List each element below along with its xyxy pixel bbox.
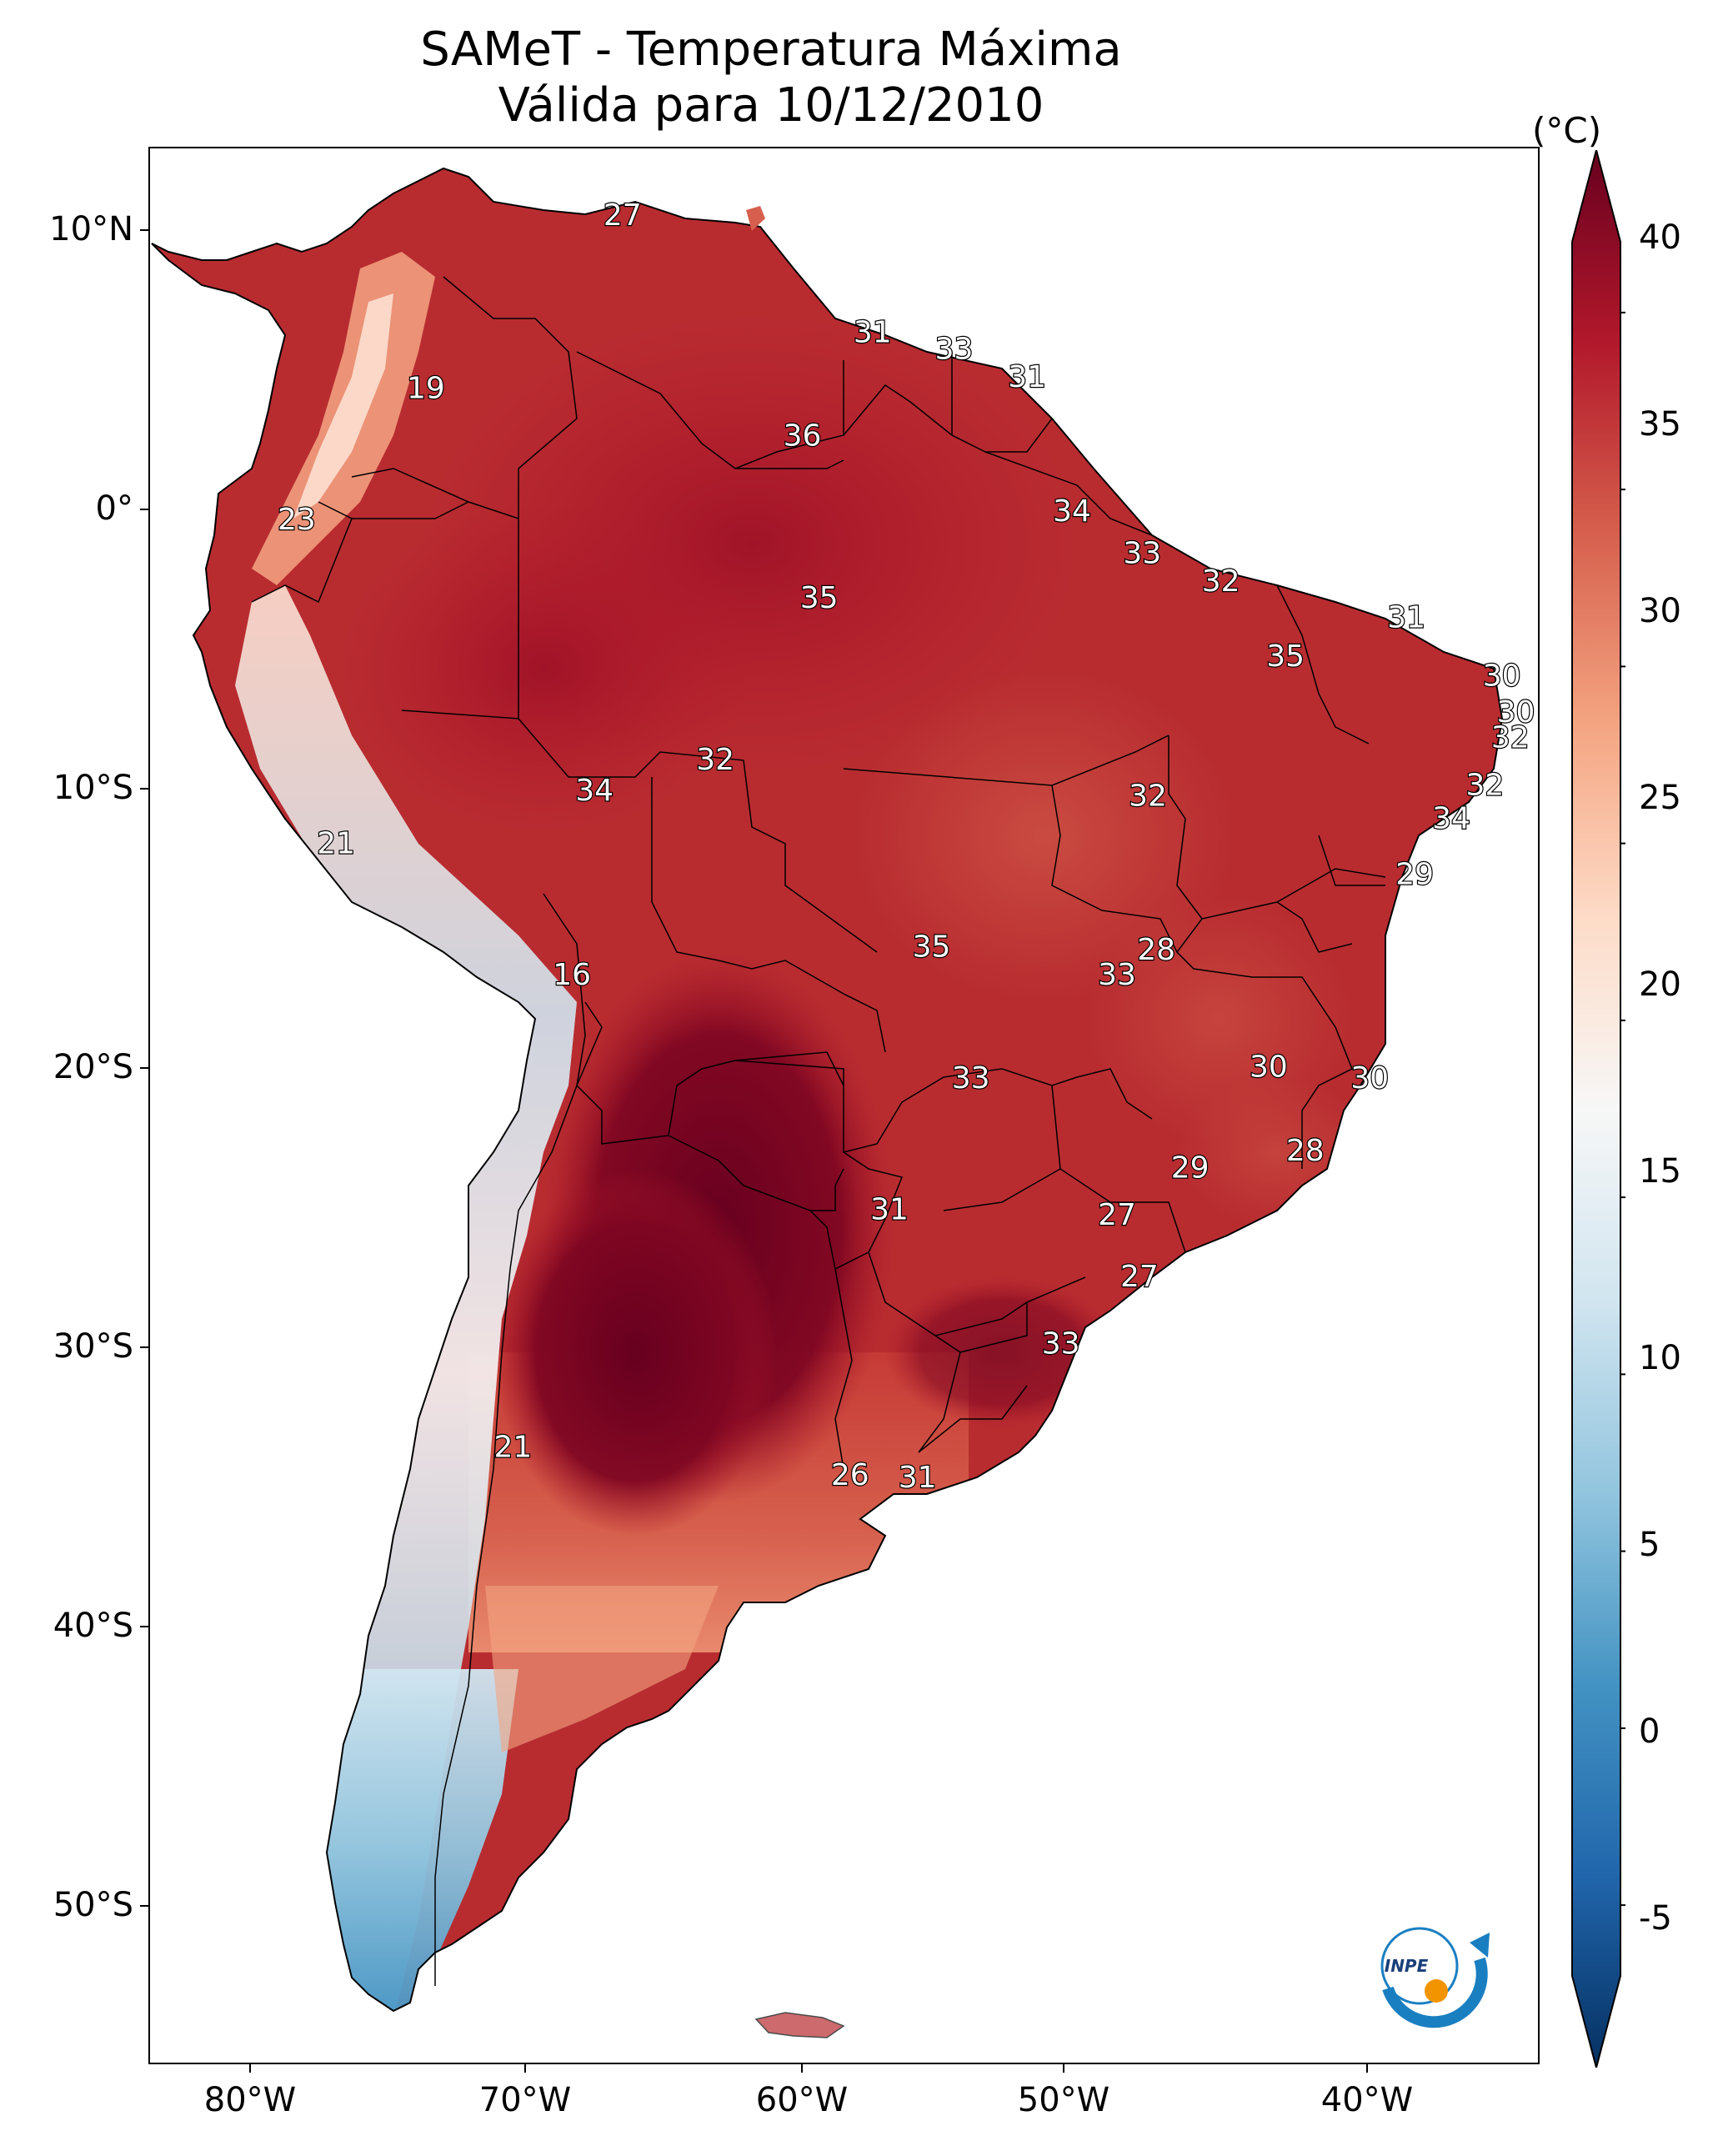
country-borders: [251, 276, 1386, 1986]
coastline: [151, 167, 1504, 2013]
tick-mark: [140, 1626, 148, 1627]
lat-tick-0: 0°: [95, 489, 133, 528]
tick-mark: [140, 509, 148, 510]
isotherm-label: 32: [1491, 720, 1530, 755]
isotherm-label: 32: [696, 743, 734, 777]
map-panel: 27 19 31 33 31 36 23 34 33 35 32 31 35 30 30 32 32 32 34 32…: [148, 147, 1540, 2064]
lat-tick-40s: 40°S: [53, 1607, 133, 1645]
colorbar-label: 20: [1639, 965, 1681, 1004]
tick-mark: [1063, 2064, 1064, 2073]
tick-mark: [140, 1905, 148, 1907]
isotherm-label: 31: [1008, 360, 1046, 394]
isotherm-label: 33: [1123, 536, 1161, 570]
isotherm-label: 33: [1098, 958, 1136, 992]
isotherm-label: 32: [1465, 768, 1504, 802]
isotherm-label: 35: [913, 930, 951, 965]
colorbar-gradient: [1571, 150, 1621, 2068]
svg-text:INPE: INPE: [1385, 1956, 1429, 1976]
isotherm-label: 27: [1098, 1198, 1136, 1232]
lat-tick-50s: 50°S: [53, 1886, 133, 1924]
isotherm-label: 30: [1250, 1050, 1288, 1085]
logo-sun: [1425, 1979, 1448, 2003]
lat-tick-30s: 30°S: [53, 1327, 133, 1366]
isotherm-label: 32: [1202, 564, 1240, 599]
isotherm-label: 30: [1497, 695, 1535, 730]
isotherm-label: 30: [1483, 659, 1521, 694]
colorbar-label: 40: [1639, 218, 1681, 257]
isotherm-label: 21: [493, 1430, 532, 1464]
isotherm-label: 29: [1395, 858, 1434, 892]
isotherm-label: 27: [1120, 1260, 1159, 1294]
isotherm-label: 31: [870, 1193, 909, 1227]
colorbar-label: 10: [1639, 1339, 1681, 1377]
logo-arc: [1382, 1957, 1488, 2028]
map-subtitle: Válida para 10/12/2010: [498, 78, 1044, 133]
tick-mark: [140, 1346, 148, 1348]
isotherm-label: 19: [407, 372, 445, 406]
isotherm-label: 27: [604, 198, 642, 233]
colorbar-label: 30: [1639, 592, 1681, 630]
isotherm-label: 23: [278, 503, 316, 537]
lon-tick-50w: 50°W: [1017, 2081, 1110, 2119]
colorbar-label: 15: [1639, 1152, 1681, 1191]
isotherm-label: 35: [800, 581, 839, 615]
tick-mark: [140, 1067, 148, 1069]
isotherm-label: 35: [1266, 639, 1305, 674]
isotherm-label: 33: [1042, 1326, 1080, 1361]
isotherm-label: 26: [831, 1458, 869, 1492]
inpe-logo: INPE: [1380, 1927, 1490, 2028]
isotherm-label: 16: [553, 958, 591, 992]
tick-mark: [140, 229, 148, 231]
lat-tick-10n: 10°N: [49, 210, 133, 248]
lon-tick-40w: 40°W: [1320, 2081, 1414, 2119]
isotherm-label: 28: [1286, 1134, 1325, 1168]
tick-mark: [1366, 2064, 1368, 2073]
isotherm-label: 21: [317, 827, 355, 861]
colorbar: [1571, 150, 1625, 2068]
isotherm-label: 29: [1171, 1151, 1210, 1185]
isotherm-label: 34: [575, 774, 614, 808]
isotherm-label: 31: [1387, 600, 1425, 634]
isotherm-label: 34: [1053, 494, 1091, 529]
trinidad-island: [746, 206, 765, 231]
colorbar-label: -5: [1639, 1899, 1672, 1938]
isotherm-label: 34: [1432, 802, 1470, 836]
falkland-islands: [754, 2012, 845, 2038]
tick-mark: [140, 788, 148, 790]
tick-mark: [249, 2064, 251, 2073]
colorbar-label: 35: [1639, 405, 1681, 444]
lon-tick-80w: 80°W: [203, 2081, 297, 2119]
lon-tick-70w: 70°W: [478, 2081, 572, 2119]
isotherm-label: 31: [899, 1461, 937, 1495]
lat-tick-10s: 10°S: [53, 769, 133, 807]
isotherm-label: 32: [1129, 780, 1167, 814]
colorbar-label: 5: [1639, 1526, 1660, 1564]
isotherm-label: 30: [1350, 1061, 1389, 1096]
lon-tick-60w: 60°W: [755, 2081, 849, 2119]
colorbar-label: 25: [1639, 779, 1681, 817]
isotherm-label: 28: [1137, 933, 1175, 967]
isotherm-label: 33: [952, 1061, 990, 1096]
isotherm-label: 33: [935, 333, 974, 367]
tick-mark: [801, 2064, 803, 2073]
tick-mark: [524, 2064, 526, 2073]
isotherm-label: 36: [784, 419, 822, 454]
map-title: SAMeT - Temperatura Máxima: [420, 23, 1122, 77]
colorbar-label: 0: [1639, 1712, 1660, 1751]
lat-tick-20s: 20°S: [53, 1048, 133, 1086]
colorbar-unit: (°C): [1532, 110, 1602, 151]
isotherm-label: 31: [854, 316, 892, 350]
